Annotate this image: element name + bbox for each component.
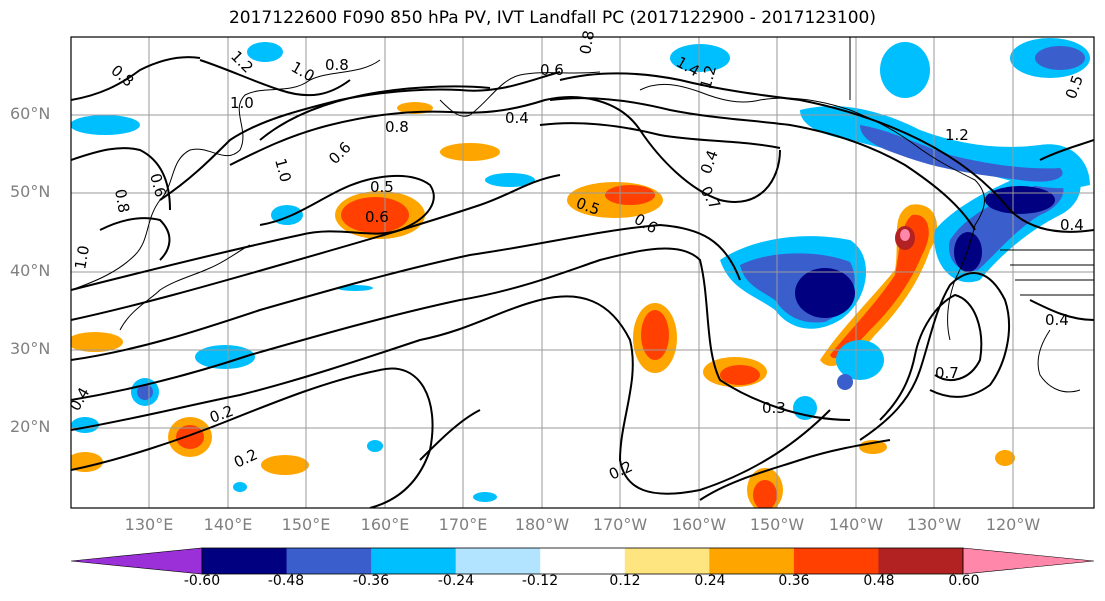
colorbar (70, 547, 1095, 575)
gridlines (71, 37, 1094, 508)
lon-label: 140°W (828, 515, 884, 534)
contour-label: 0.5 (370, 178, 394, 196)
contour-label: 0.8 (576, 29, 598, 56)
colorbar-segment (878, 548, 964, 574)
lat-label: 50°N (10, 182, 51, 201)
lon-label: 170°W (592, 515, 648, 534)
lon-label: 140°E (203, 515, 253, 534)
lon-label: 150°E (281, 515, 331, 534)
shaded-pv-field (71, 38, 1090, 508)
contour-label: 1.2 (945, 126, 969, 144)
colorbar-tick-label: -0.60 (183, 573, 221, 589)
colorbar-segment (540, 548, 626, 574)
colorbar-segment (624, 548, 710, 574)
colorbar-tick-label: 0.48 (863, 573, 895, 589)
colorbar-min-extend (70, 547, 203, 575)
lon-label: 130°W (906, 515, 962, 534)
lon-label: 120°W (985, 515, 1041, 534)
contour-label: 0.4 (1045, 311, 1069, 329)
contour-label: 0.3 (762, 399, 786, 417)
lon-label: 180°W (514, 515, 570, 534)
colorbar-segment (371, 548, 457, 574)
colorbar-segment (455, 548, 541, 574)
map-border (70, 36, 1095, 509)
colorbar-tick-label: -0.12 (521, 573, 559, 589)
contour-label: 1.0 (271, 156, 295, 184)
contour-label: 0.7 (935, 364, 959, 382)
colorbar-tick-label: 0.12 (609, 573, 641, 589)
contour-label: 0.6 (540, 61, 564, 79)
lon-label: 170°E (438, 515, 488, 534)
lon-label: 130°E (124, 515, 174, 534)
lat-label: 30°N (10, 339, 51, 358)
contour-label: 0.8 (385, 118, 409, 136)
colorbar-border (201, 547, 964, 575)
colorbar-tick-label: -0.24 (437, 573, 475, 589)
lat-label: 60°N (10, 104, 51, 123)
colorbar-max-extend (962, 547, 1095, 575)
colorbar-segment (286, 548, 372, 574)
contour-label: 0.6 (365, 208, 389, 226)
colorbar-tick-label: -0.48 (267, 573, 305, 589)
contour-label: 0.4 (505, 109, 529, 127)
map-title: 2017122600 F090 850 hPa PV, IVT Landfall… (228, 8, 876, 28)
contour-label: 1.0 (230, 94, 254, 112)
contour-label: 1.2 (696, 63, 720, 91)
contour-label: 0.8 (325, 56, 349, 74)
colorbar-tick-label: 0.60 (948, 573, 980, 589)
contour-label: 0.6 (146, 171, 170, 199)
ivt-contours (71, 56, 1094, 508)
contour-label: 1.0 (71, 244, 93, 271)
colorbar-tick-label: 0.24 (694, 573, 726, 589)
lon-label: 160°W (671, 515, 727, 534)
colorbar-tick-label: -0.36 (352, 573, 390, 589)
colorbar-tick-label: 0.36 (778, 573, 810, 589)
colorbar-segment (202, 548, 288, 574)
contour-label: 0.8 (111, 188, 133, 215)
lon-label: 160°E (360, 515, 410, 534)
lat-label: 40°N (10, 261, 51, 280)
lon-label: 150°W (749, 515, 805, 534)
contour-label: 0.4 (1060, 216, 1084, 234)
colorbar-segment (709, 548, 795, 574)
lat-label: 20°N (10, 417, 51, 436)
colorbar-segment (793, 548, 879, 574)
